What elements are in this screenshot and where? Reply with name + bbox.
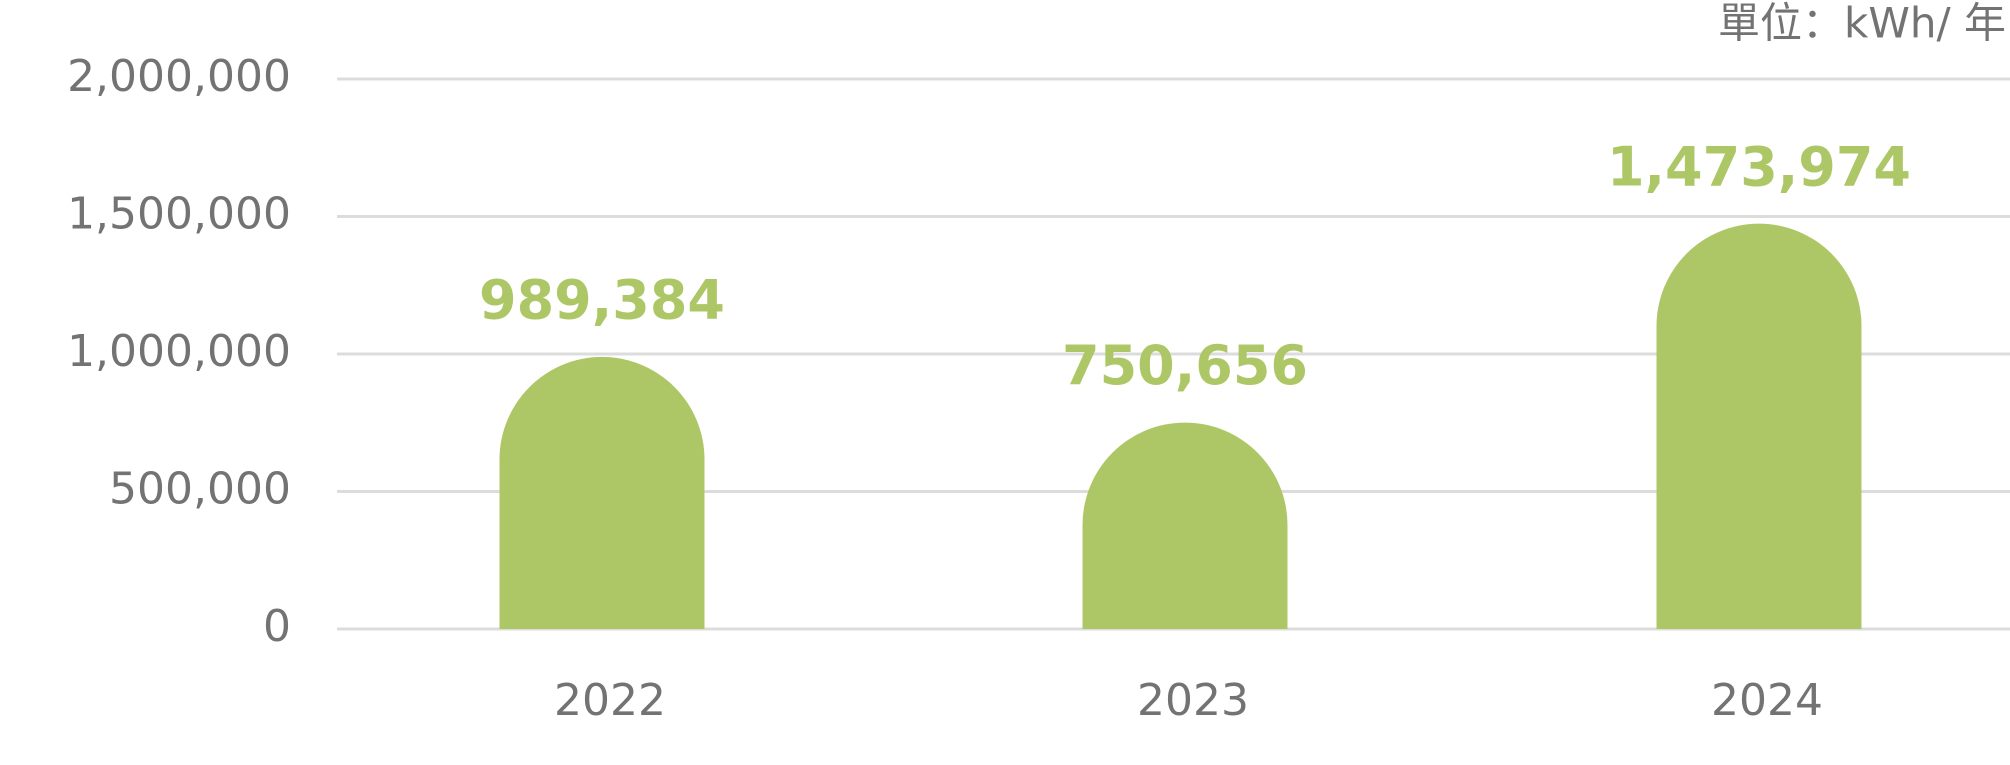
bar (1656, 223, 1862, 629)
x-tick-label: 2024 (1711, 675, 1823, 726)
bar (499, 356, 705, 629)
value-label: 750,656 (1062, 334, 1308, 397)
value-label: 989,384 (479, 269, 725, 332)
y-tick-label: 2,000,000 (67, 51, 291, 102)
bar (1082, 422, 1288, 629)
y-tick-label: 500,000 (109, 464, 291, 515)
y-tick-label: 1,000,000 (67, 326, 291, 377)
y-tick-label: 1,500,000 (67, 189, 291, 240)
value-label: 1,473,974 (1607, 135, 1911, 198)
y-tick-label: 0 (263, 601, 291, 652)
x-tick-label: 2023 (1137, 675, 1249, 726)
unit-label: 單位：kWh/ 年 (1718, 0, 2006, 48)
x-tick-label: 2022 (554, 675, 666, 726)
